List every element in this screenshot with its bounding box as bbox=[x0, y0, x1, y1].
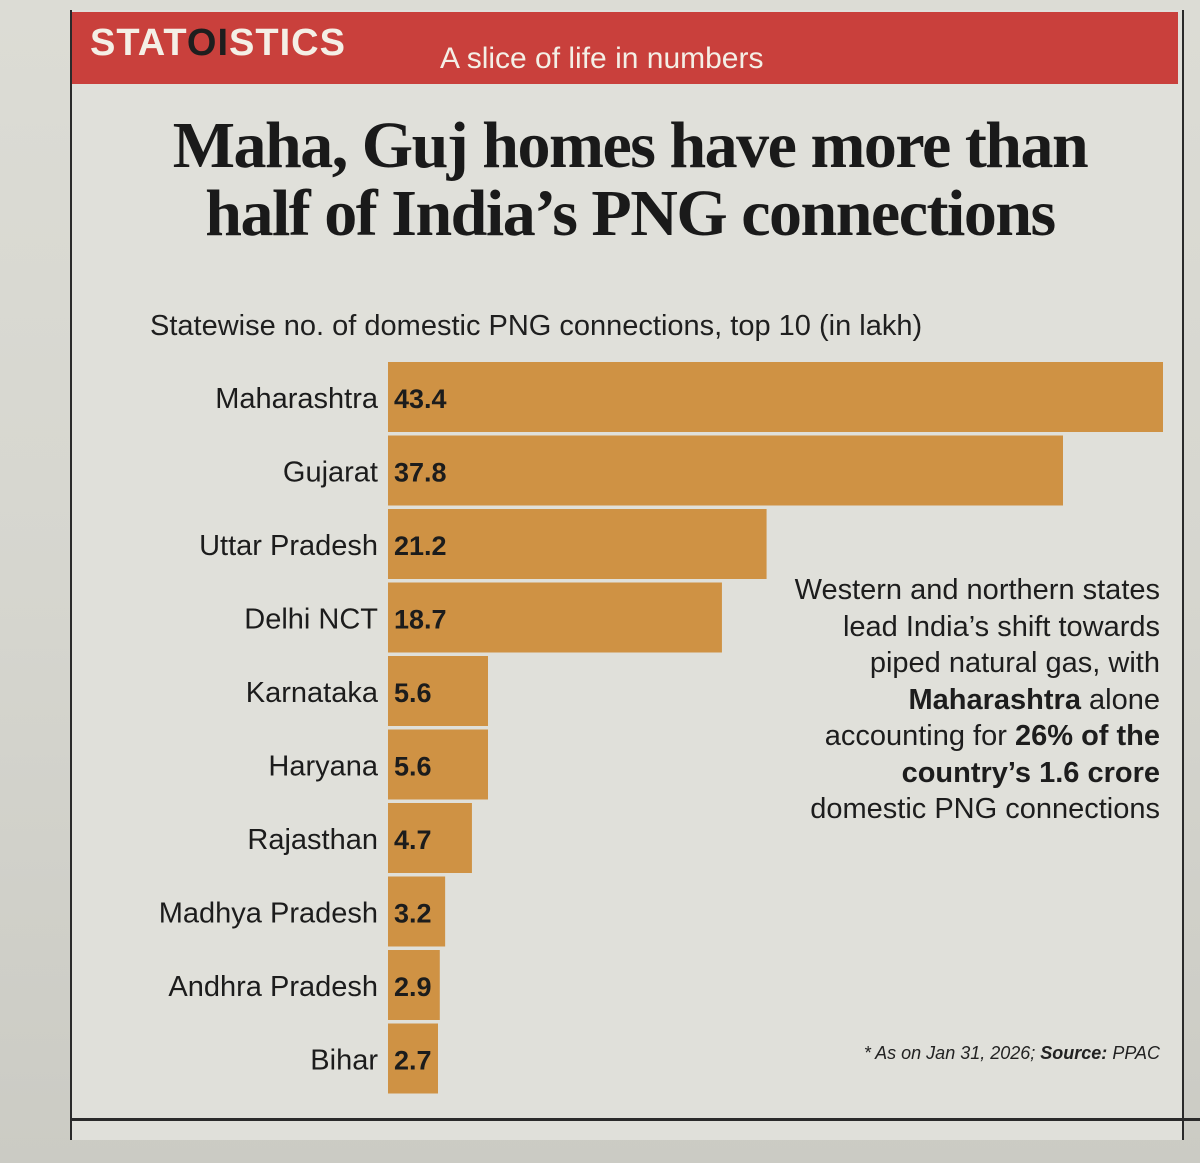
bar-value-label: 2.7 bbox=[394, 1046, 432, 1076]
bar-category-label: Rajasthan bbox=[247, 824, 378, 856]
bottom-divider bbox=[70, 1118, 1200, 1121]
bar-group: Maharashtra 43.4 bbox=[215, 362, 1163, 432]
bar bbox=[388, 509, 767, 579]
bar-group: Rajasthan 4.7 bbox=[247, 803, 472, 873]
bar-category-label: Bihar bbox=[310, 1045, 378, 1077]
bar-group: Delhi NCT 18.7 bbox=[244, 582, 722, 653]
bar-category-label: Uttar Pradesh bbox=[199, 530, 378, 562]
bar bbox=[388, 582, 722, 653]
bar-group: Madhya Pradesh 3.2 bbox=[159, 876, 446, 947]
annotation-note: Western and northern states lead India’s… bbox=[794, 574, 1160, 825]
bar-group: Gujarat 37.8 bbox=[283, 435, 1063, 506]
note-highlight-share: 26% of the country’s 1.6 crore bbox=[901, 720, 1160, 789]
bar-category-label: Gujarat bbox=[283, 457, 378, 489]
bar-value-label: 5.6 bbox=[394, 678, 432, 708]
bar-group: Haryana 5.6 bbox=[268, 729, 488, 800]
source-note: * As on Jan 31, 2026; Source: PPAC bbox=[863, 1043, 1160, 1063]
chart-title: Statewise no. of domestic PNG connection… bbox=[150, 310, 923, 342]
bar-group: Bihar 2.7 bbox=[310, 1023, 438, 1094]
note-highlight-state: Maharashtra bbox=[908, 683, 1081, 716]
tagline: A slice of life in numbers bbox=[440, 42, 764, 75]
bar-category-label: Haryana bbox=[268, 751, 378, 783]
bar-group: Karnataka 5.6 bbox=[246, 656, 488, 726]
bar bbox=[388, 1023, 438, 1094]
bar-value-label: 21.2 bbox=[394, 531, 447, 561]
bar-category-label: Delhi NCT bbox=[244, 604, 378, 636]
brand-logo: STATOISTICS bbox=[90, 22, 346, 64]
bar bbox=[388, 803, 472, 873]
bar-value-label: 37.8 bbox=[394, 458, 447, 488]
bar-value-label: 5.6 bbox=[394, 752, 432, 782]
bar bbox=[388, 656, 488, 726]
headline-line-1: Maha, Guj homes have more than bbox=[172, 109, 1089, 182]
bar bbox=[388, 729, 488, 800]
bar-group: Andhra Pradesh 2.9 bbox=[168, 950, 440, 1020]
bar bbox=[388, 362, 1163, 432]
bar-value-label: 2.9 bbox=[394, 972, 432, 1002]
bar-value-label: 18.7 bbox=[394, 605, 447, 635]
bar-category-label: Maharashtra bbox=[215, 383, 379, 415]
bar-value-label: 43.4 bbox=[394, 384, 447, 414]
bar-category-label: Andhra Pradesh bbox=[168, 971, 378, 1003]
bar-group: Uttar Pradesh 21.2 bbox=[199, 509, 767, 579]
bar-category-label: Madhya Pradesh bbox=[159, 898, 378, 930]
headline-line-2: half of India’s PNG connections bbox=[205, 177, 1056, 250]
bar-category-label: Karnataka bbox=[246, 677, 379, 709]
headline: Maha, Guj homes have more than half of I… bbox=[100, 112, 1160, 248]
header-banner bbox=[72, 12, 1178, 84]
bar bbox=[388, 435, 1063, 506]
bar bbox=[388, 876, 446, 947]
bar bbox=[388, 950, 440, 1020]
bar-value-label: 4.7 bbox=[394, 825, 432, 855]
bar-value-label: 3.2 bbox=[394, 899, 432, 929]
